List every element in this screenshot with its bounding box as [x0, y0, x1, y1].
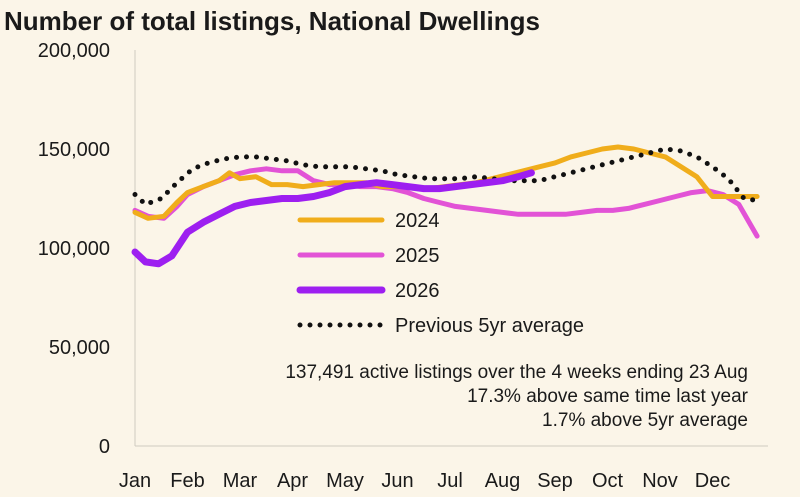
x-tick-label: Nov [642, 470, 678, 492]
x-axis-ticks: Jan Feb Mar Apr May Jun Jul Aug Sep Oct Nov Dec [119, 470, 730, 492]
x-tick-label: Feb [170, 470, 204, 492]
y-tick-label: 0 [99, 436, 110, 458]
y-tick-label: 200,000 [38, 40, 110, 62]
x-tick-label: Jul [437, 470, 463, 492]
x-tick-label: Sep [537, 470, 573, 492]
legend-label: Previous 5yr average [395, 315, 584, 337]
annotation-block: 137,491 active listings over the 4 weeks… [285, 362, 748, 431]
legend-label: 2026 [395, 280, 440, 302]
x-tick-label: Jun [381, 470, 413, 492]
series-line-2026 [131, 169, 535, 268]
legend-label: 2025 [395, 245, 440, 267]
series-lines [131, 144, 760, 268]
y-tick-label: 100,000 [38, 238, 110, 260]
x-tick-label: May [326, 470, 364, 492]
legend: 2024 2025 2026 Previous 5yr average [296, 210, 584, 337]
y-tick-label: 50,000 [49, 337, 110, 359]
series-line-2025 [132, 166, 760, 239]
chart-title: Number of total listings, National Dwell… [4, 6, 540, 36]
x-tick-label: Oct [592, 470, 624, 492]
annotation-line: 1.7% above 5yr average [542, 410, 748, 431]
annotation-line: 137,491 active listings over the 4 weeks… [285, 362, 748, 383]
annotation-line: 17.3% above same time last year [467, 386, 749, 407]
y-axis-ticks: 0 50,000 100,000 150,000 200,000 [38, 40, 110, 458]
legend-label: 2024 [395, 210, 440, 232]
x-tick-label: Jan [119, 470, 151, 492]
x-tick-label: Mar [223, 470, 258, 492]
y-tick-label: 150,000 [38, 139, 110, 161]
x-tick-label: Apr [277, 470, 308, 492]
series-line-previous-5yr-average [132, 146, 760, 207]
x-tick-label: Aug [485, 470, 521, 492]
x-tick-label: Dec [695, 470, 731, 492]
